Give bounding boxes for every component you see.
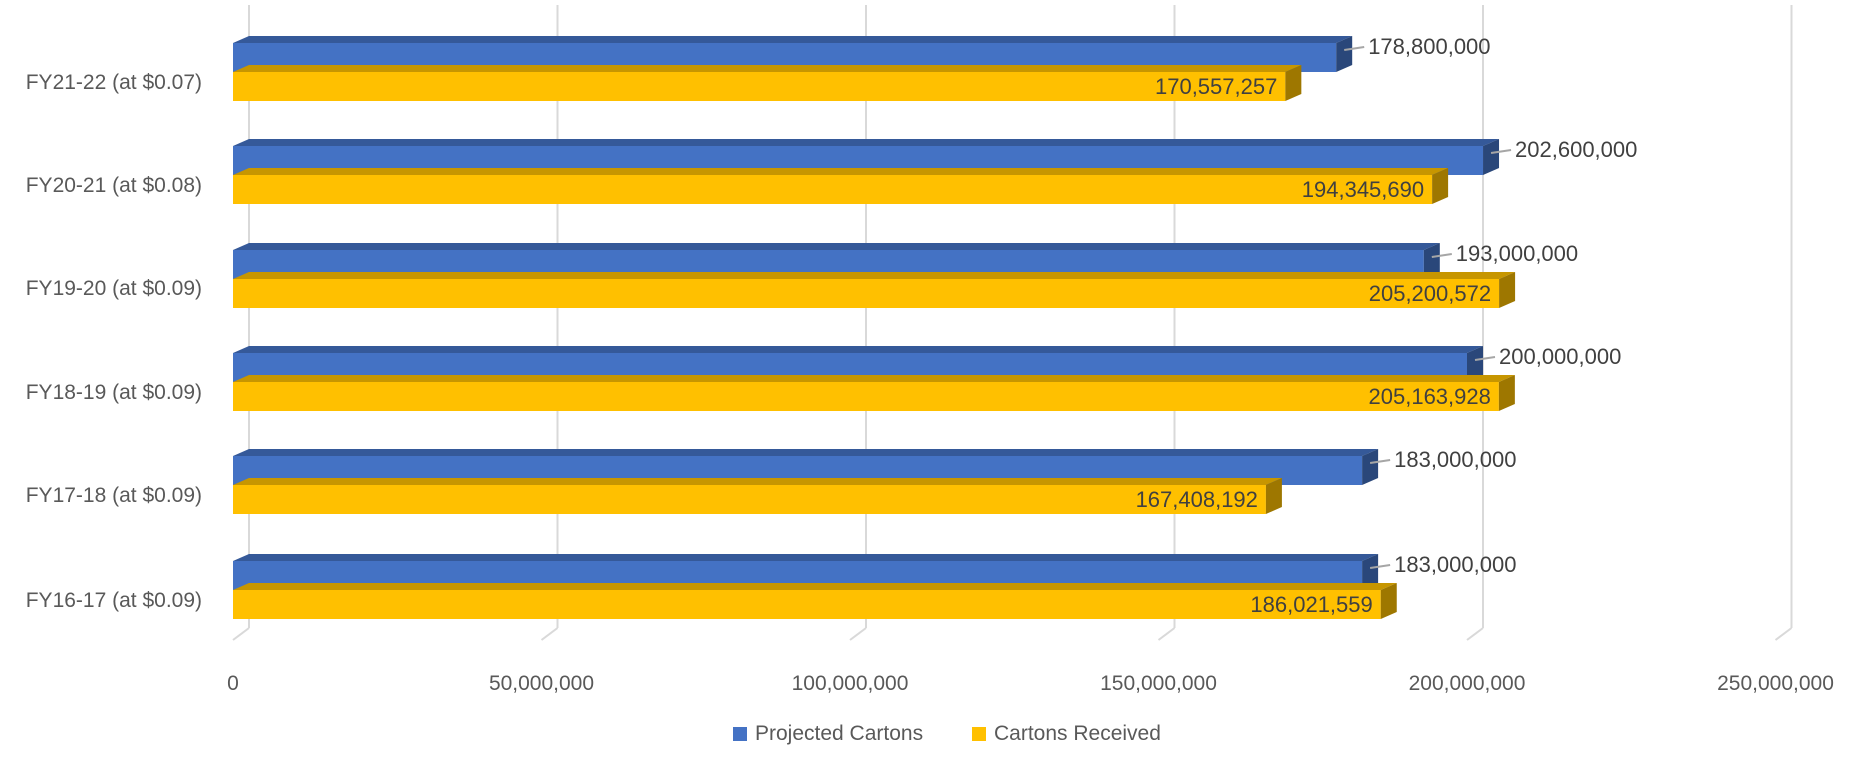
projected-value-label: 202,600,000 — [1515, 137, 1637, 162]
received-bar-top — [233, 65, 1302, 72]
cartons-received-bar — [233, 590, 1381, 619]
received-bar-top — [233, 168, 1449, 175]
projected-bar-top — [233, 139, 1500, 146]
gridline-floor — [849, 627, 867, 641]
cartons-received-bar — [233, 485, 1266, 514]
projected-value-label: 183,000,000 — [1394, 552, 1516, 577]
projected-bar-side — [1336, 36, 1353, 72]
projected-bar-side — [1362, 449, 1379, 485]
projected-bar-side — [1483, 139, 1500, 175]
cartons-received-bar — [233, 279, 1500, 308]
projected-value-label: 193,000,000 — [1456, 241, 1578, 266]
category-label: FY21-22 (at $0.07) — [26, 71, 202, 94]
category-label: FY19-20 (at $0.09) — [26, 277, 202, 300]
legend-received-label: Cartons Received — [994, 722, 1161, 745]
label-leader-line — [1344, 46, 1365, 51]
category-label: FY18-19 (at $0.09) — [26, 381, 202, 404]
category-label: FY20-21 (at $0.08) — [26, 174, 202, 197]
received-bar-side — [1432, 168, 1449, 204]
gridline-floor — [1157, 627, 1176, 641]
cartons-received-bar — [233, 72, 1286, 101]
received-bar-top — [233, 583, 1397, 590]
received-value-label: 205,163,928 — [1369, 384, 1491, 409]
received-bar-side — [1285, 65, 1302, 101]
received-value-label: 186,021,559 — [1250, 592, 1372, 617]
cartons-received-bar — [233, 175, 1433, 204]
received-bar-top — [233, 272, 1516, 279]
projected-bar-top — [233, 449, 1379, 456]
gridline-floor — [1466, 627, 1484, 641]
label-leader-line — [1490, 149, 1512, 154]
projected-value-label: 178,800,000 — [1368, 34, 1490, 59]
x-tick-label: 150,000,000 — [1100, 672, 1217, 695]
projected-bar-side — [1362, 554, 1379, 590]
projected-bar-top — [233, 346, 1483, 353]
received-value-label: 167,408,192 — [1136, 487, 1258, 512]
received-bar-top — [233, 478, 1282, 485]
received-value-label: 205,200,572 — [1369, 281, 1491, 306]
gridline-floor — [540, 627, 559, 641]
x-tick-label: 200,000,000 — [1409, 672, 1526, 695]
gridline-floor — [232, 627, 250, 641]
label-leader-line — [1431, 253, 1452, 258]
received-bar-side — [1265, 478, 1282, 514]
category-label: FY17-18 (at $0.09) — [26, 484, 202, 507]
projected-value-label: 183,000,000 — [1394, 447, 1516, 472]
x-tick-label: 0 — [227, 672, 239, 695]
x-tick-label: 250,000,000 — [1717, 672, 1834, 695]
projected-value-label: 200,000,000 — [1499, 344, 1621, 369]
label-leader-line — [1474, 356, 1496, 361]
x-tick-label: 50,000,000 — [489, 672, 594, 695]
x-tick-label: 100,000,000 — [792, 672, 909, 695]
category-label: FY16-17 (at $0.09) — [26, 589, 202, 612]
cartons-received-bar — [233, 382, 1499, 411]
projected-bar-side — [1423, 243, 1440, 279]
projected-bar-side — [1467, 346, 1483, 382]
label-leader-line — [1369, 459, 1391, 464]
projected-bar-top — [233, 554, 1379, 561]
received-bar-side — [1380, 583, 1397, 619]
received-bar-side — [1498, 375, 1515, 411]
legend-projected-swatch — [733, 727, 747, 741]
received-value-label: 194,345,690 — [1302, 177, 1424, 202]
received-bar-side — [1499, 272, 1516, 308]
projected-bar-top — [233, 243, 1440, 250]
label-leader-line — [1369, 564, 1391, 569]
received-value-label: 170,557,257 — [1155, 74, 1277, 99]
received-bar-top — [233, 375, 1515, 382]
projected-bar-top — [233, 36, 1353, 43]
gridline-floor — [1774, 627, 1793, 641]
legend-projected-label: Projected Cartons — [755, 722, 923, 745]
legend-received-swatch — [972, 727, 986, 741]
